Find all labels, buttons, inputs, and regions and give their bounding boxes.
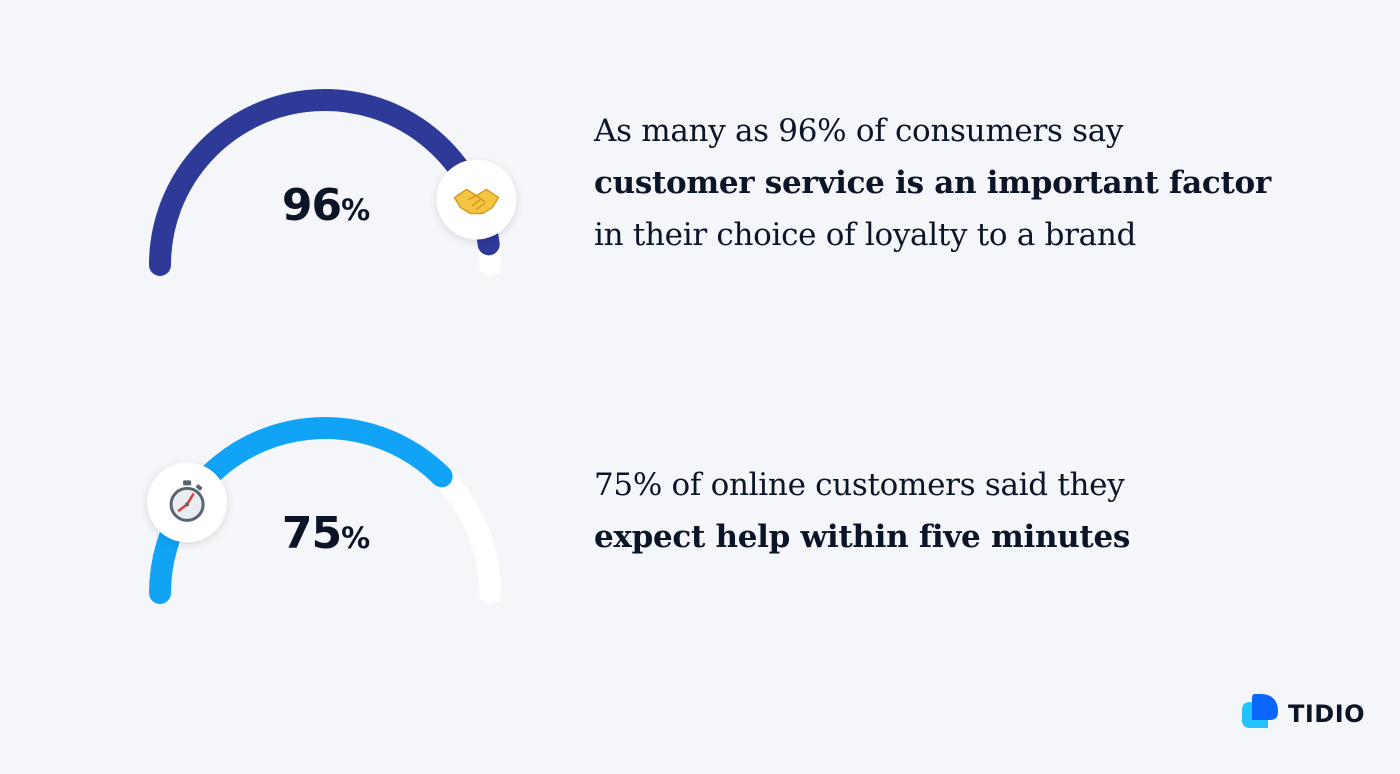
gauge-svg [147,417,501,604]
gauge-value-number: 96 [281,180,342,231]
stopwatch-icon [147,462,228,543]
tidio-brand: TIDIO [1240,694,1365,734]
handshake-icon [436,159,517,240]
stat-line-bold: expect help within five minutes [594,519,1131,555]
stat-line: 75% of online customers said they [594,467,1125,503]
gauge-value-unit: % [341,521,371,555]
gauge-value: 75% [226,508,426,559]
tidio-logo-icon [1242,694,1278,728]
stat-line-bold: customer service is an important factor [594,165,1271,201]
gauge-value-number: 75 [281,508,342,559]
gauge-chart-75: 75% [140,408,510,608]
gauge-svg [149,89,517,276]
gauge-value-unit: % [341,193,371,227]
gauge-chart-96: 96% [140,80,517,280]
stat-line: As many as 96% of consumers say [594,113,1124,149]
stat-line: in their choice of loyalty to a brand [594,217,1137,253]
stat-text-75: 75% of online customers said they expect… [594,459,1354,563]
stat-text-96: As many as 96% of consumers say customer… [594,105,1354,261]
gauge-value: 96% [226,180,426,231]
brand-name: TIDIO [1288,700,1366,728]
